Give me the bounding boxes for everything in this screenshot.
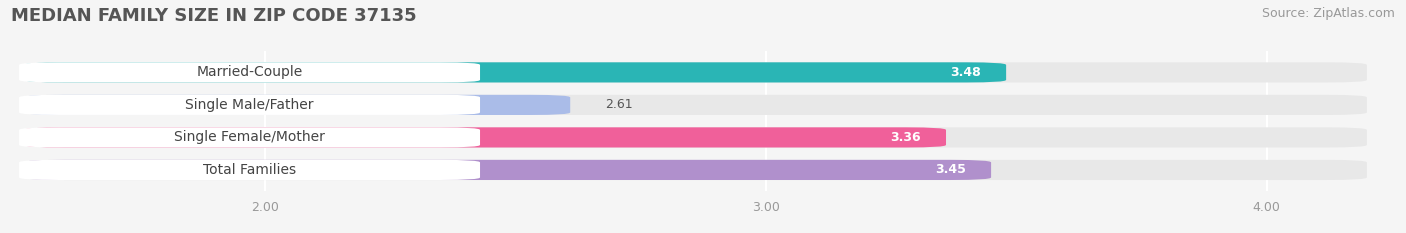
- Text: MEDIAN FAMILY SIZE IN ZIP CODE 37135: MEDIAN FAMILY SIZE IN ZIP CODE 37135: [11, 7, 416, 25]
- FancyBboxPatch shape: [24, 62, 1367, 82]
- FancyBboxPatch shape: [20, 127, 479, 147]
- FancyBboxPatch shape: [20, 62, 479, 82]
- FancyBboxPatch shape: [24, 62, 1007, 82]
- FancyBboxPatch shape: [24, 95, 571, 115]
- FancyBboxPatch shape: [20, 95, 479, 115]
- Text: Total Families: Total Families: [202, 163, 297, 177]
- Text: Source: ZipAtlas.com: Source: ZipAtlas.com: [1261, 7, 1395, 20]
- FancyBboxPatch shape: [24, 127, 1367, 147]
- FancyBboxPatch shape: [24, 127, 946, 147]
- Text: 2.61: 2.61: [606, 98, 633, 111]
- Text: 3.36: 3.36: [890, 131, 921, 144]
- Text: Married-Couple: Married-Couple: [197, 65, 302, 79]
- FancyBboxPatch shape: [20, 160, 479, 180]
- Text: 3.45: 3.45: [935, 163, 966, 176]
- Text: Single Male/Father: Single Male/Father: [186, 98, 314, 112]
- Text: 3.48: 3.48: [950, 66, 981, 79]
- FancyBboxPatch shape: [24, 160, 991, 180]
- FancyBboxPatch shape: [24, 160, 1367, 180]
- Text: Single Female/Mother: Single Female/Mother: [174, 130, 325, 144]
- FancyBboxPatch shape: [24, 95, 1367, 115]
